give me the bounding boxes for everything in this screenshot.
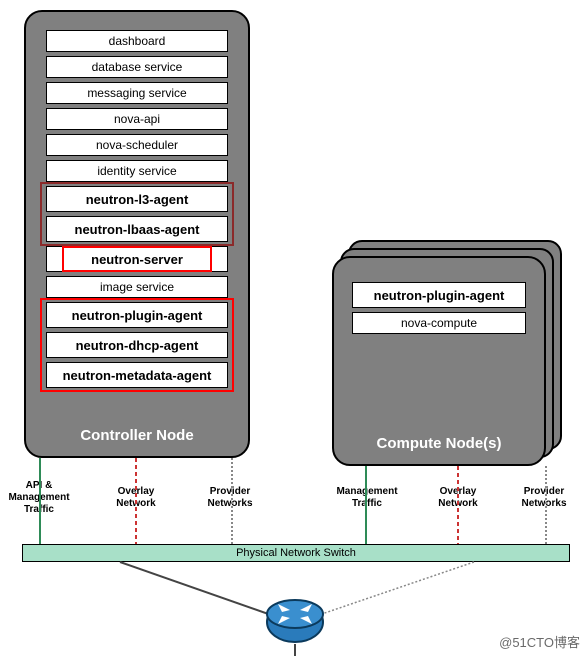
physical-network-switch: Physical Network Switch <box>22 544 570 562</box>
ctrl-item-neutron-metadata-agent: neutron-metadata-agent <box>46 362 228 388</box>
router-icon <box>267 600 323 642</box>
label-api-mgmt: API &ManagementTraffic <box>2 480 76 516</box>
compute-title: Compute Node(s) <box>334 435 544 452</box>
ctrl-item-neutron-dhcp-agent: neutron-dhcp-agent <box>46 332 228 358</box>
label-provider-1: ProviderNetworks <box>198 486 262 510</box>
ctrl-item-nova-scheduler: nova-scheduler <box>46 134 228 156</box>
ctrl-item-messaging: messaging service <box>46 82 228 104</box>
watermark: @51CTO博客 <box>499 632 580 651</box>
ctrl-item-image-service: image service <box>46 276 228 298</box>
ctrl-item-dashboard: dashboard <box>46 30 228 52</box>
ctrl-item-neutron-lbaas-agent: neutron-lbaas-agent <box>46 216 228 242</box>
ctrl-item-database: database service <box>46 56 228 78</box>
label-mgmt: ManagementTraffic <box>328 486 406 510</box>
compute-item-neutron-plugin-agent: neutron-plugin-agent <box>352 282 526 308</box>
label-provider-2: ProviderNetworks <box>512 486 576 510</box>
ctrl-item-neutron-l3-agent: neutron-l3-agent <box>46 186 228 212</box>
ctrl-item-identity: identity service <box>46 160 228 182</box>
ctrl-item-neutron-server: neutron-server <box>46 246 228 272</box>
compute-item-nova-compute: nova-compute <box>352 312 526 334</box>
label-overlay-1: OverlayNetwork <box>106 486 166 510</box>
controller-title: Controller Node <box>26 427 248 444</box>
ctrl-item-nova-api: nova-api <box>46 108 228 130</box>
label-overlay-2: OverlayNetwork <box>428 486 488 510</box>
ctrl-item-neutron-plugin-agent: neutron-plugin-agent <box>46 302 228 328</box>
